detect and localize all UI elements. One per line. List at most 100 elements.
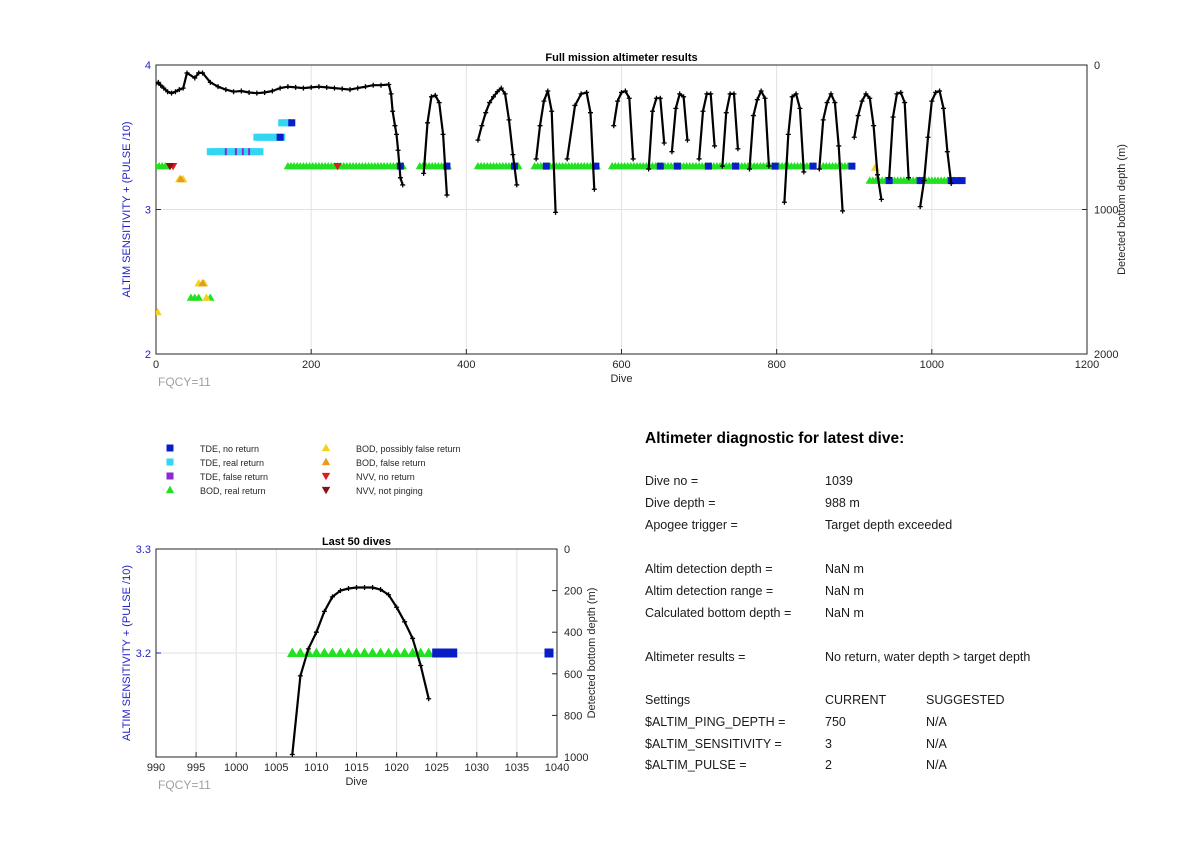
p0-depth-point (619, 89, 624, 95)
p1-x-tick-label: 990 (147, 762, 165, 774)
p0-depth-point (158, 82, 164, 88)
p1-data-layer (286, 584, 554, 758)
p0-y-tick-label: 3 (145, 205, 151, 217)
p0-depth-line (535, 89, 557, 213)
p0-depth-point (395, 147, 401, 153)
p0-depth-point (553, 209, 559, 215)
bod-real-return-marker (294, 647, 306, 658)
p0-depth-point (712, 143, 718, 149)
p0-depth-point (832, 100, 838, 106)
bod-real-return-marker (367, 647, 378, 658)
p0-depth-point (498, 85, 504, 91)
p0-depth-point (630, 156, 636, 162)
p0-depth-point (308, 84, 314, 90)
p0-depth-point (285, 84, 291, 90)
p0-depth-point (867, 95, 873, 101)
p0-depth-point (487, 100, 493, 106)
p1-x-tick-label: 1040 (545, 762, 569, 774)
p0-depth-point (584, 89, 590, 95)
bod-real-return-marker (351, 647, 362, 658)
p0-x-tick-label: 200 (302, 359, 320, 371)
bod-real-return-marker (319, 647, 330, 658)
legend-marker (321, 486, 331, 495)
p0-depth-point (355, 85, 361, 91)
p1-y-axis-label: ALTIM SENSITIVITY + (PULSE /10) (121, 565, 133, 741)
legend-label: TDE, false return (200, 472, 268, 482)
tde-false-return-marker (224, 148, 227, 156)
p1-depth-point (337, 588, 343, 594)
p0-depth-point (851, 134, 857, 140)
p0-depth-point (510, 152, 516, 158)
p0-depth-point (789, 94, 795, 100)
p0-depth-point (192, 75, 198, 81)
p1-depth-point (297, 673, 303, 679)
p0-depth-point (801, 169, 807, 175)
p0-depth-point (331, 85, 337, 91)
bod-real-return-marker (335, 647, 346, 658)
p0-depth-point (859, 98, 865, 104)
p0-data-layer (156, 70, 966, 316)
p0-depth-point (176, 87, 182, 93)
p1-y2-tick-label: 0 (564, 544, 570, 556)
p0-depth-point (871, 123, 877, 129)
tde-no-return-marker (440, 648, 450, 658)
p0-depth-point (444, 192, 450, 198)
bod-real-return-marker (311, 647, 322, 658)
p0-depth-point (397, 175, 403, 181)
p1-y2-tick-label: 1000 (564, 752, 588, 764)
p0-depth-point (646, 166, 652, 172)
p0-depth-point (673, 105, 679, 111)
p0-depth-point (894, 91, 900, 97)
p0-depth-point (207, 79, 213, 85)
p0-depth-point (172, 89, 178, 95)
legend-label: BOD, real return (200, 486, 266, 496)
p0-depth-point (758, 88, 764, 94)
tde-no-return-marker (432, 648, 442, 658)
p0-depth-point (684, 137, 690, 143)
p0-depth-point (545, 88, 551, 94)
tde-no-return-marker (916, 177, 924, 185)
p1-y2-tick-label: 800 (564, 710, 582, 722)
p0-depth-point (766, 163, 772, 169)
p0-depth-point (816, 166, 822, 172)
p0-depth-line (783, 92, 805, 203)
p0-x-tick-label: 0 (153, 359, 159, 371)
tde-no-return-marker (443, 162, 451, 170)
bod-real-return-marker (161, 161, 170, 170)
p1-depth-point (378, 587, 384, 593)
p1-y2-tick-label: 600 (564, 669, 582, 681)
p1-depth-line (291, 586, 430, 755)
p1-depth-point (402, 619, 408, 625)
p0-depth-point (156, 81, 159, 87)
bod-real-return-marker (375, 647, 386, 658)
p0-depth-point (793, 91, 799, 97)
bod-real-return-marker (383, 647, 394, 658)
p0-depth-point (723, 110, 729, 116)
p1-y2-tick-label: 400 (564, 627, 582, 639)
p0-depth-point (797, 105, 803, 111)
tde-no-return-marker (542, 162, 550, 170)
bod-real-return-marker (359, 647, 370, 658)
p0-depth-point (269, 88, 275, 94)
bod-real-return-marker (194, 293, 203, 301)
p0-fqcy-annotation: FQCY=11 (158, 375, 211, 389)
tde-no-return-marker (885, 177, 893, 185)
p0-depth-point (925, 134, 931, 140)
legend-label: TDE, real return (200, 458, 264, 468)
p0-y-tick-label: 2 (145, 349, 151, 361)
p0-depth-point (906, 175, 912, 181)
p0-depth-point (440, 131, 446, 137)
p1-y2-axis-label: Detected bottom depth (m) (586, 588, 598, 719)
p0-depth-point (898, 89, 904, 95)
legend-label: BOD, false return (356, 458, 426, 468)
legend-marker (166, 444, 174, 452)
p1-depth-point (418, 662, 424, 668)
p1-depth-point (426, 696, 432, 702)
legend-marker (321, 472, 331, 481)
legend-marker (166, 472, 174, 480)
p0-y2-axis-label: Detected bottom depth (m) (1116, 144, 1128, 275)
bod-real-return-marker (423, 647, 435, 658)
p0-depth-line (612, 89, 635, 159)
p0-depth-point (169, 90, 175, 96)
